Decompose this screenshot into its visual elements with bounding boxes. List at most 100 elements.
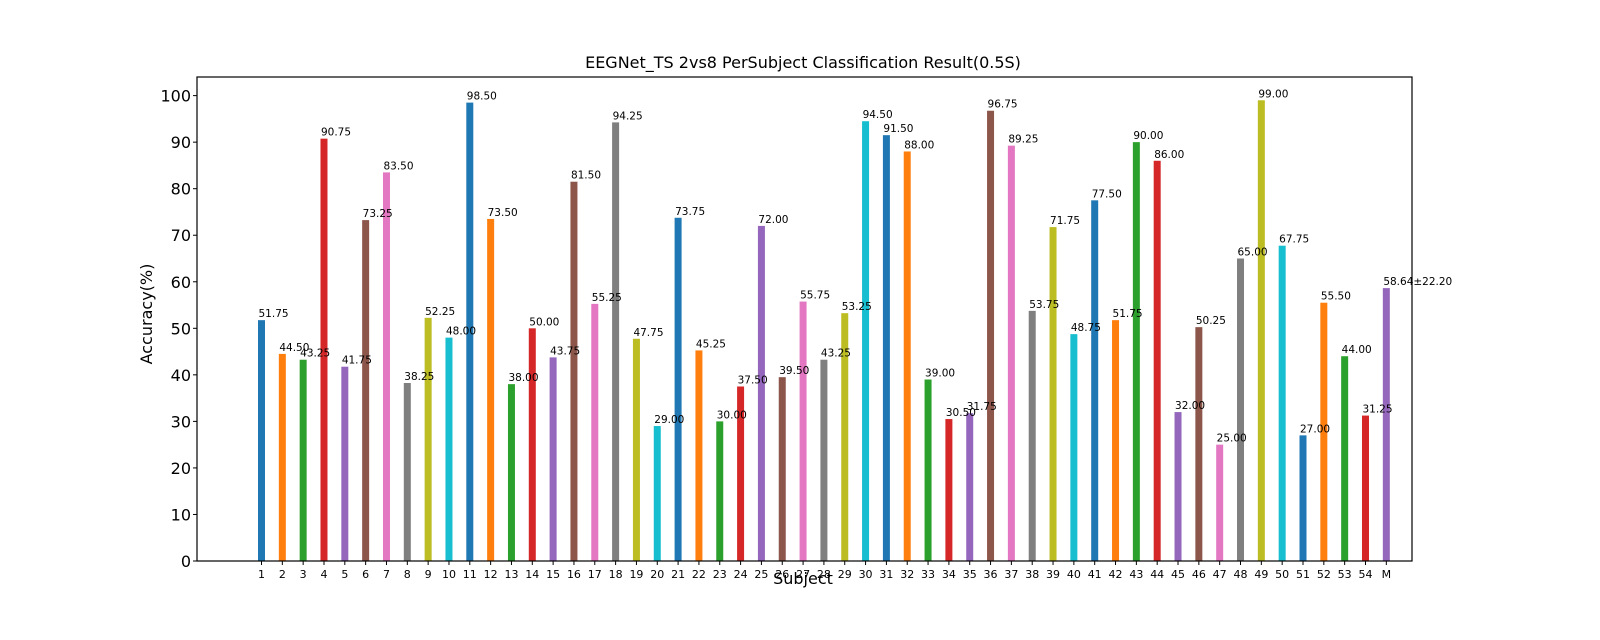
bar-22 (695, 350, 703, 561)
y-axis: 0 10 20 30 40 50 60 70 80 90 100 (160, 87, 197, 571)
data-label-47: 25.00 (1217, 433, 1247, 445)
y-tick-label-40: 40 (171, 366, 191, 385)
x-tick-label-30: 30 (859, 568, 873, 581)
y-tick-label-20: 20 (171, 459, 191, 478)
bar-32 (903, 151, 911, 561)
bar-23 (716, 421, 724, 561)
x-tick-label-M: M (1382, 568, 1392, 581)
data-label-38: 53.75 (1029, 299, 1059, 311)
data-label-24: 37.50 (738, 374, 768, 386)
bar-29 (841, 313, 849, 561)
data-label-18: 94.25 (613, 110, 643, 122)
data-label-42: 51.75 (1113, 308, 1143, 320)
x-tick-label-49: 49 (1254, 568, 1268, 581)
bar-42 (1112, 320, 1120, 561)
data-label-41: 77.50 (1092, 188, 1122, 200)
bar-16 (570, 181, 578, 561)
bar-41 (1091, 200, 1099, 561)
bar-14 (528, 328, 536, 561)
x-tick-label-31: 31 (879, 568, 893, 581)
bar-26 (778, 377, 786, 561)
bar-38 (1028, 310, 1036, 561)
data-label-54: 31.25 (1362, 404, 1392, 416)
data-label-M: 58.64±22.20 (1383, 276, 1452, 288)
x-tick-label-15: 15 (546, 568, 560, 581)
data-label-15: 43.75 (550, 345, 580, 357)
data-labels-layer: 51.7544.5043.2590.7541.7573.2583.5038.25… (259, 88, 1453, 444)
x-tick-label-39: 39 (1046, 568, 1060, 581)
data-label-20: 29.00 (654, 414, 684, 426)
x-tick-label-38: 38 (1025, 568, 1039, 581)
y-tick-label-70: 70 (171, 226, 191, 245)
bar-12 (487, 218, 495, 561)
y-tick-label-0: 0 (181, 552, 191, 571)
x-tick-label-52: 52 (1317, 568, 1331, 581)
x-tick-label-6: 6 (362, 568, 369, 581)
x-tick-label-5: 5 (341, 568, 348, 581)
x-tick-label-4: 4 (320, 568, 327, 581)
x-tick-label-36: 36 (984, 568, 998, 581)
data-label-33: 39.00 (925, 368, 955, 380)
bar-30 (862, 121, 870, 562)
x-tick-label-42: 42 (1109, 568, 1123, 581)
bar-48 (1237, 258, 1245, 561)
x-tick-label-26: 26 (775, 568, 789, 581)
data-label-46: 50.25 (1196, 315, 1226, 327)
x-tick-label-21: 21 (671, 568, 685, 581)
x-tick-label-11: 11 (463, 568, 477, 581)
x-tick-label-9: 9 (425, 568, 432, 581)
x-tick-label-44: 44 (1150, 568, 1164, 581)
bar-27 (799, 301, 807, 561)
x-axis: 1 2 3 4 5 6 7 8 9 10 11 12 13 14 15 16 17 18 19 20 21 22 23 24 2… (258, 561, 1391, 581)
bar-37 (1007, 145, 1015, 561)
x-tick-label-45: 45 (1171, 568, 1185, 581)
x-tick-label-25: 25 (754, 568, 768, 581)
data-label-12: 73.50 (488, 207, 518, 219)
bar-9 (424, 317, 432, 561)
bar-31 (882, 135, 890, 562)
data-label-1: 51.75 (259, 308, 289, 320)
bar-24 (737, 386, 745, 561)
x-tick-label-2: 2 (279, 568, 286, 581)
data-label-49: 99.00 (1258, 88, 1288, 100)
y-tick-label-50: 50 (171, 319, 191, 338)
data-label-7: 83.50 (383, 160, 413, 172)
data-label-53: 44.00 (1342, 344, 1372, 356)
bar-54 (1361, 415, 1369, 561)
bar-13 (507, 384, 515, 561)
x-tick-label-29: 29 (838, 568, 852, 581)
x-tick-label-23: 23 (713, 568, 727, 581)
data-label-10: 48.00 (446, 326, 476, 338)
x-tick-label-13: 13 (504, 568, 518, 581)
x-tick-label-16: 16 (567, 568, 581, 581)
bar-3 (299, 359, 307, 561)
data-label-48: 65.00 (1238, 247, 1268, 259)
x-tick-label-43: 43 (1129, 568, 1143, 581)
bar-15 (549, 357, 557, 561)
y-tick-label-90: 90 (171, 133, 191, 152)
y-tick-label-100: 100 (160, 87, 191, 106)
y-tick-label-10: 10 (171, 505, 191, 524)
bar-6 (362, 220, 370, 562)
bar-1 (258, 320, 265, 561)
bar-44 (1153, 160, 1161, 561)
bar-10 (445, 337, 453, 561)
x-tick-label-34: 34 (942, 568, 956, 581)
bar-28 (820, 359, 828, 561)
data-label-30: 94.50 (863, 109, 893, 121)
bar-17 (591, 303, 599, 562)
x-tick-label-22: 22 (692, 568, 706, 581)
data-label-6: 73.25 (363, 208, 393, 220)
data-label-52: 55.50 (1321, 291, 1351, 303)
bar-2 (278, 353, 286, 561)
x-tick-label-7: 7 (383, 568, 390, 581)
data-label-2: 44.50 (279, 342, 309, 354)
bar-11 (466, 102, 474, 561)
bar-45 (1174, 412, 1182, 561)
plot-frame (196, 76, 1413, 562)
x-tick-label-19: 19 (629, 568, 643, 581)
bar-8 (403, 382, 411, 561)
x-tick-label-48: 48 (1234, 568, 1248, 581)
x-tick-label-24: 24 (734, 568, 748, 581)
